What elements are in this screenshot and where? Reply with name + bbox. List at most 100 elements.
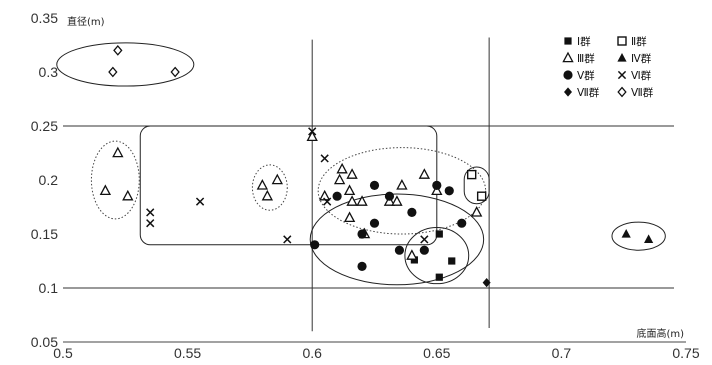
- data-point: [357, 261, 367, 271]
- y-tick-label: 0.25: [31, 118, 58, 134]
- group-outline-dotted-ellipse: [90, 140, 140, 220]
- data-point: [435, 273, 443, 281]
- legend-label: Ⅵ群: [631, 69, 652, 82]
- legend-label: Ⅳ群: [631, 52, 652, 65]
- data-point: [308, 127, 317, 136]
- x-tick-labels: 0.5 0.55 0.6 0.65 0.7 0.75: [53, 345, 700, 361]
- data-point: [283, 235, 292, 244]
- data-point: [256, 179, 269, 190]
- data-point: [431, 184, 443, 196]
- data-point: [343, 211, 356, 223]
- group-outline-dotted-ellipse: [251, 164, 288, 211]
- legend-marker: [617, 53, 627, 62]
- data-point: [406, 249, 418, 260]
- legend-marker: [564, 37, 572, 45]
- x-tick-label: 0.75: [672, 345, 699, 361]
- x-tick-label: 0.55: [174, 345, 201, 361]
- data-point: [369, 218, 380, 228]
- data-point: [432, 180, 442, 190]
- data-point: [384, 191, 395, 201]
- data-point: [369, 180, 380, 190]
- data-point: [170, 66, 180, 78]
- data-point: [146, 208, 155, 217]
- x-tick-label: 0.6: [302, 345, 322, 361]
- x-tick-label: 0.65: [423, 345, 450, 361]
- data-point: [391, 195, 403, 206]
- data-point: [346, 168, 358, 179]
- chart-axes: 0.5 0.55 0.6 0.65 0.7 0.75 0.05 0.1 0.15 0.2 0.25…: [31, 10, 700, 361]
- data-point: [444, 186, 454, 196]
- data-point: [418, 168, 431, 179]
- data-point: [336, 162, 348, 174]
- legend-item: Ⅰ群: [564, 35, 591, 48]
- y-tick-label: 0.1: [39, 280, 59, 296]
- data-point: [261, 189, 274, 201]
- y-tick-label: 0.3: [39, 64, 59, 80]
- data-point: [99, 184, 112, 196]
- legend-label: Ⅰ群: [577, 35, 591, 48]
- data-point: [112, 146, 124, 158]
- data-point: [419, 245, 429, 255]
- data-point: [323, 197, 332, 206]
- group-outline-dotted-ellipse: [317, 147, 487, 235]
- legend-label: Ⅶ群: [577, 86, 600, 99]
- data-point: [356, 195, 368, 206]
- group-outline-ellipse: [404, 227, 470, 285]
- data-point: [346, 195, 358, 206]
- legend-marker: [564, 87, 572, 97]
- data-point: [333, 173, 346, 185]
- data-point: [146, 219, 155, 228]
- data-point: [435, 230, 443, 238]
- legend-marker: [617, 70, 627, 80]
- data-point: [470, 206, 483, 217]
- group-outline-ellipse: [56, 42, 195, 87]
- y-tick-label: 0.35: [31, 10, 58, 26]
- data-point: [457, 218, 467, 228]
- data-point: [113, 45, 123, 56]
- y-axis-title: 直径(m): [67, 15, 105, 28]
- data-point: [357, 229, 367, 239]
- data-point: [396, 179, 408, 190]
- group-outline-ellipse: [611, 221, 666, 251]
- legend-marker: [617, 86, 627, 98]
- data-point: [410, 256, 418, 264]
- data-point: [310, 240, 320, 250]
- data-point: [394, 245, 405, 255]
- data-point: [108, 66, 118, 78]
- legend-label: Ⅲ群: [577, 52, 595, 65]
- data-point: [332, 191, 342, 201]
- data-point: [343, 184, 356, 196]
- data-point: [122, 189, 134, 201]
- legend-item: Ⅴ群: [563, 69, 595, 82]
- data-point: [644, 234, 654, 243]
- data-point: [271, 173, 283, 185]
- legend-item: Ⅳ群: [617, 52, 652, 65]
- group-outline-ellipse: [309, 193, 485, 286]
- legend-item: Ⅶ群: [617, 86, 654, 99]
- data-point: [466, 169, 477, 180]
- data-point: [306, 130, 318, 142]
- legend-marker: [563, 70, 573, 80]
- legend-marker: [562, 51, 574, 63]
- data-point: [420, 235, 429, 244]
- data-point: [482, 278, 491, 288]
- group-outline-rect: [139, 125, 438, 246]
- legend-marker: [617, 36, 627, 46]
- legend-label: Ⅴ群: [577, 69, 595, 82]
- data-point: [320, 154, 329, 163]
- y-tick-label: 0.2: [39, 172, 59, 188]
- x-axis-title: 底面高(m): [636, 327, 684, 340]
- legend-item: Ⅲ群: [562, 51, 595, 65]
- y-tick-label: 0.05: [31, 334, 58, 350]
- data-points: [99, 45, 654, 288]
- data-point: [476, 191, 487, 201]
- y-tick-label: 0.15: [31, 226, 58, 242]
- data-point: [383, 195, 396, 206]
- y-tick-labels: 0.05 0.1 0.15 0.2 0.25 0.3 0.35: [31, 10, 58, 350]
- group-outline-capsule: [463, 166, 490, 205]
- legend-item: Ⅵ群: [617, 69, 652, 82]
- legend-item: Ⅱ群: [617, 35, 647, 48]
- data-point: [407, 207, 417, 217]
- legend-item: Ⅶ群: [564, 86, 600, 99]
